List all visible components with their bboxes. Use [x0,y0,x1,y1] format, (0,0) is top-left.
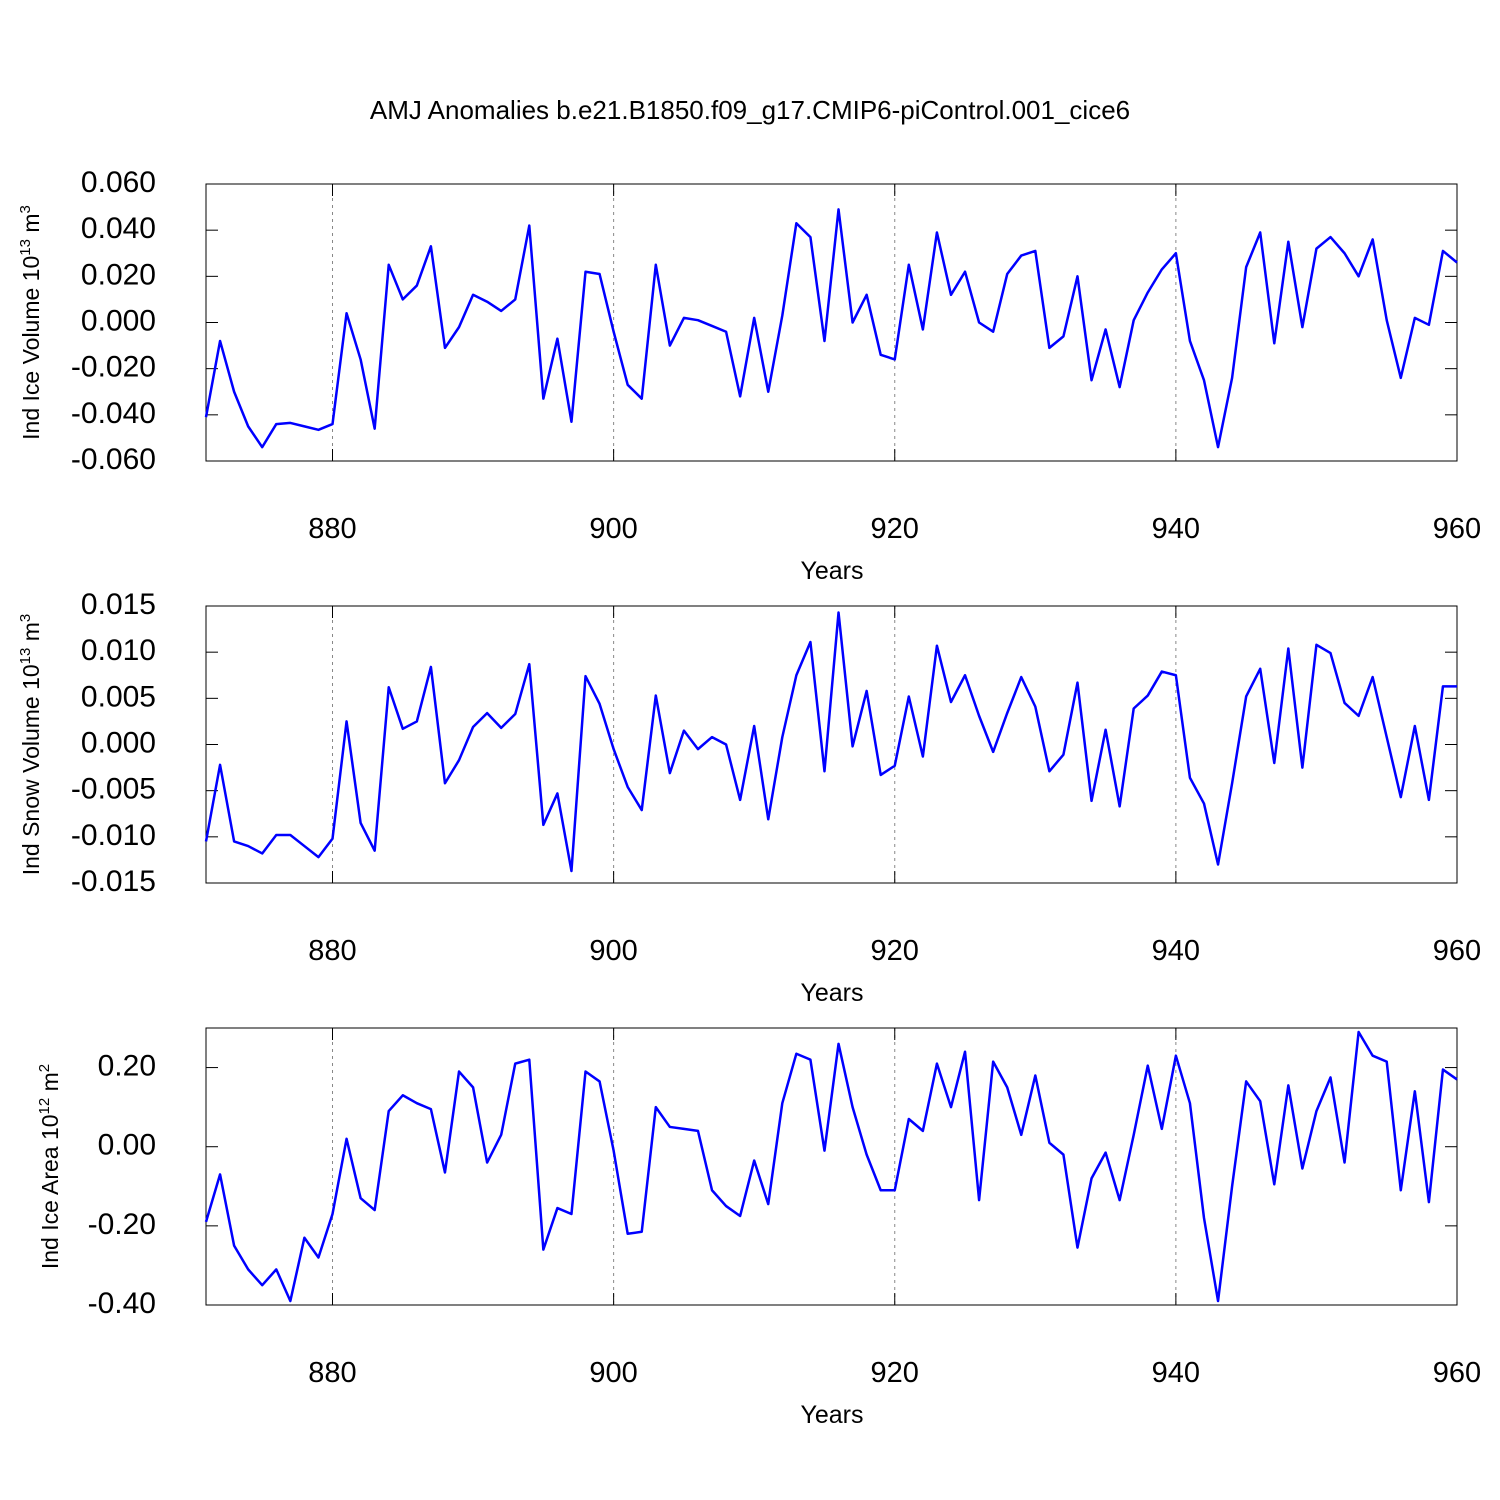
y-tick-label: -0.40 [88,1287,156,1320]
y-tick-label: 0.000 [81,304,156,337]
y-tick-label: -0.060 [71,443,156,476]
x-tick-label: 940 [1152,513,1200,545]
x-tick-label: 940 [1152,935,1200,967]
data-line [204,208,1458,449]
plot-frame [205,183,1458,462]
x-tick-label: 880 [308,1357,356,1389]
panel: 880 900 920 940 960 -0.40 -0.20 0.00 0.20 Years In… [36,1027,1481,1429]
y-axis-label: Ind Ice Volume 1013 m3 [17,205,44,440]
y-axis-label-superscript: 13 [17,239,34,256]
x-tick-label: 920 [871,935,919,967]
y-tick-label: 0.000 [81,726,156,759]
y-axis-label-part: Ind Snow Volume 10 [18,664,44,875]
panel: 880 900 920 940 960 -0.015 -0.010 -0.005 0.000 0.… [17,588,1481,1007]
x-tick-label: 920 [871,1357,919,1389]
y-axis-label-superscript: 3 [17,614,34,622]
x-tick-label: 920 [871,513,919,545]
y-tick-label: 0.20 [98,1049,156,1082]
y-axis-label-part: m [18,213,44,239]
y-axis-label-part: m [37,1072,63,1098]
x-axis-label: Years [800,557,863,585]
y-axis-label: Ind Snow Volume 1013 m3 [17,614,44,876]
x-tick-label: 900 [589,935,637,967]
x-axis-label: Years [800,1401,863,1429]
y-tick-label: 0.010 [81,634,156,667]
data-line [204,611,1457,873]
y-tick-label: 0.040 [81,212,156,245]
y-tick-label: -0.020 [71,351,156,384]
plot-frame [205,1027,1458,1306]
y-tick-label: 0.00 [98,1129,156,1162]
x-axis-label: Years [800,979,863,1007]
x-tick-label: 900 [589,1357,637,1389]
x-tick-label: 960 [1433,513,1481,545]
y-axis-label-superscript: 2 [36,1064,53,1072]
y-tick-label: -0.015 [71,865,156,898]
y-tick-label: -0.040 [71,397,156,430]
x-tick-label: 900 [589,513,637,545]
y-tick-label: 0.015 [81,588,156,621]
y-tick-label: 0.005 [81,680,156,713]
y-tick-label: -0.010 [71,819,156,852]
x-tick-label: 960 [1433,935,1481,967]
plot-frame [205,605,1458,884]
y-tick-label: -0.20 [88,1208,156,1241]
figure-title: AMJ Anomalies b.e21.B1850.f09_g17.CMIP6-… [370,95,1130,125]
y-axis-label-superscript: 3 [17,205,34,213]
y-axis-label-superscript: 13 [17,648,34,665]
y-tick-label: -0.005 [71,773,156,806]
y-axis-label-superscript: 12 [36,1098,53,1115]
y-axis-label: Ind Ice Area 1012 m2 [36,1064,63,1269]
x-tick-label: 940 [1152,1357,1200,1389]
x-tick-label: 880 [308,935,356,967]
panel: 880 900 920 940 960 -0.060 -0.040 -0.020 0.000 0.… [17,166,1481,585]
x-tick-label: 880 [308,513,356,545]
y-tick-label: 0.060 [81,166,156,199]
y-tick-label: 0.020 [81,258,156,291]
data-line [204,1030,1458,1303]
y-axis-label-part: m [18,622,44,648]
y-axis-label-part: Ind Ice Volume 10 [18,256,44,440]
x-tick-label: 960 [1433,1357,1481,1389]
y-axis-label-part: Ind Ice Area 10 [37,1114,63,1269]
